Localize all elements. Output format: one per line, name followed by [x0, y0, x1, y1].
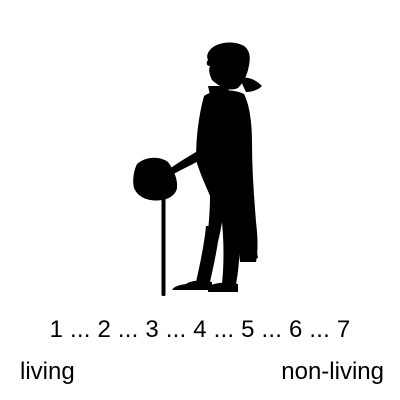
head-silhouette [206, 42, 250, 90]
back-leg [222, 222, 240, 284]
top-hat-icon [133, 157, 178, 201]
gentleman-silhouette-icon [133, 42, 262, 296]
scale-right-label: non-living [281, 358, 384, 385]
front-leg [196, 226, 220, 282]
cane-icon [161, 196, 166, 296]
rating-scale: 1 ... 2 ... 3 ... 4 ... 5 ... 6 ... 7 [49, 316, 351, 343]
scale-left-label: living [20, 358, 75, 385]
